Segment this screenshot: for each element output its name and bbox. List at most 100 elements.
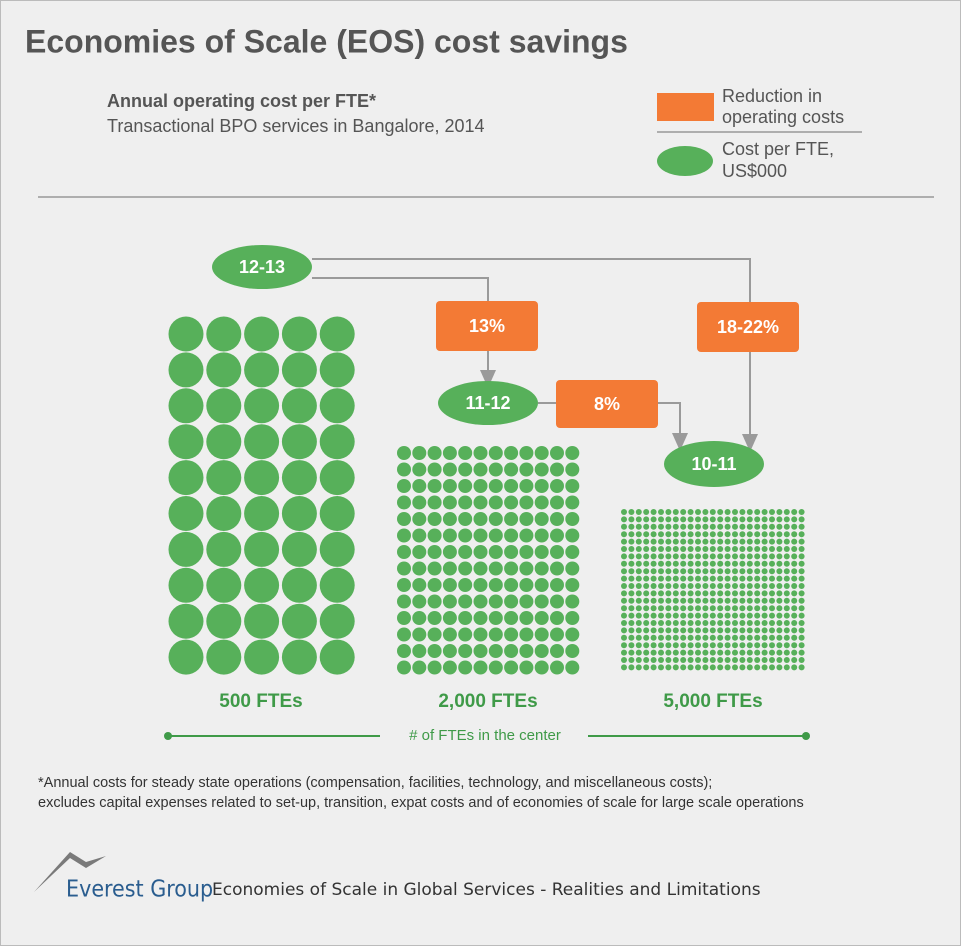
fte-dot	[695, 605, 701, 612]
fte-dot	[672, 605, 679, 612]
fte-dot	[658, 627, 664, 634]
cost-node	[212, 245, 312, 289]
fte-dot	[412, 594, 427, 609]
fte-dot	[665, 516, 672, 523]
fte-dot	[746, 664, 753, 671]
fte-dot	[687, 553, 694, 560]
fte-dot	[565, 446, 580, 460]
fte-dot	[458, 594, 473, 609]
fte-dot	[534, 512, 549, 526]
fte-dot	[754, 620, 761, 626]
fte-dot	[442, 495, 457, 510]
fte-dot	[206, 603, 242, 639]
subtitle-detail: Transactional BPO services in Bangalore,…	[107, 116, 485, 136]
fte-dot	[658, 509, 664, 515]
fte-dot	[783, 642, 790, 649]
fte-dot	[643, 597, 650, 604]
fte-dot	[244, 639, 280, 675]
fte-dot	[550, 561, 564, 576]
fte-dot	[244, 352, 280, 388]
fte-dot	[746, 597, 753, 604]
fte-dot	[739, 605, 746, 612]
fte-dot	[665, 605, 672, 612]
fte-dot	[458, 578, 473, 592]
fte-dot	[746, 509, 753, 515]
fte-dot	[458, 627, 473, 642]
fte-dot	[695, 516, 701, 523]
fte-dot	[168, 639, 204, 675]
fte-dot	[695, 627, 701, 634]
fte-dot	[717, 523, 724, 530]
fte-dot	[168, 388, 204, 424]
fte-dot	[206, 567, 242, 603]
fte-dot	[739, 509, 746, 515]
fte-dot	[458, 446, 473, 460]
fte-dot	[658, 634, 664, 641]
fte-dot	[635, 583, 642, 589]
fte-dot	[665, 575, 672, 582]
fte-dot	[319, 352, 355, 388]
fte-dot	[732, 642, 738, 649]
fte-dot	[761, 583, 768, 589]
fte-dot	[798, 612, 805, 619]
fte-dot	[650, 590, 657, 597]
fte-dot	[488, 578, 503, 592]
group-label: 2,000 FTEs	[438, 691, 537, 712]
fte-dot	[769, 620, 775, 626]
fte-dot	[783, 516, 790, 523]
fte-dot	[665, 509, 672, 515]
fte-dot	[628, 560, 635, 567]
fte-dot	[739, 560, 746, 567]
fte-dot	[798, 634, 805, 641]
fte-dot	[672, 597, 679, 604]
fte-dot	[643, 583, 650, 589]
fte-dot	[621, 523, 627, 530]
fte-dot	[565, 561, 580, 576]
fte-dot	[427, 545, 442, 559]
fte-dot	[798, 583, 805, 589]
fte-dot	[695, 509, 701, 515]
fte-dot	[397, 627, 411, 642]
fte-dot	[281, 352, 317, 388]
fte-dot	[798, 590, 805, 597]
fte-dot	[732, 509, 738, 515]
fte-dot	[635, 560, 642, 567]
fte-dot	[519, 644, 534, 658]
fte-dot	[717, 575, 724, 582]
fte-dot	[739, 538, 746, 545]
fte-dot	[717, 612, 724, 619]
fte-dot	[621, 605, 627, 612]
fte-dot	[412, 660, 427, 675]
fte-dot	[776, 605, 783, 612]
fte-dot	[798, 531, 805, 538]
fte-dot	[635, 575, 642, 582]
fte-dot	[635, 590, 642, 597]
fte-dot	[695, 634, 701, 641]
fte-dot	[650, 583, 657, 589]
fte-dot	[695, 612, 701, 619]
fte-dot	[761, 516, 768, 523]
fte-dot	[628, 575, 635, 582]
fte-dot	[658, 531, 664, 538]
fte-dot	[680, 509, 687, 515]
fte-dot	[680, 531, 687, 538]
fte-dot	[783, 560, 790, 567]
fte-dot	[427, 561, 442, 576]
cost-node	[438, 381, 538, 425]
fte-dot	[650, 516, 657, 523]
fte-dot	[746, 620, 753, 626]
fte-dot	[687, 523, 694, 530]
fte-dot	[672, 509, 679, 515]
fte-dot	[739, 575, 746, 582]
fte-dot	[746, 590, 753, 597]
fte-dot	[717, 620, 724, 626]
fte-dot	[519, 528, 534, 543]
fte-dot	[473, 446, 488, 460]
fte-dot	[550, 462, 564, 477]
fte-dot	[168, 567, 204, 603]
fte-dot	[717, 605, 724, 612]
fte-dot	[319, 460, 355, 496]
fte-dot	[621, 664, 627, 671]
fte-dot	[658, 590, 664, 597]
